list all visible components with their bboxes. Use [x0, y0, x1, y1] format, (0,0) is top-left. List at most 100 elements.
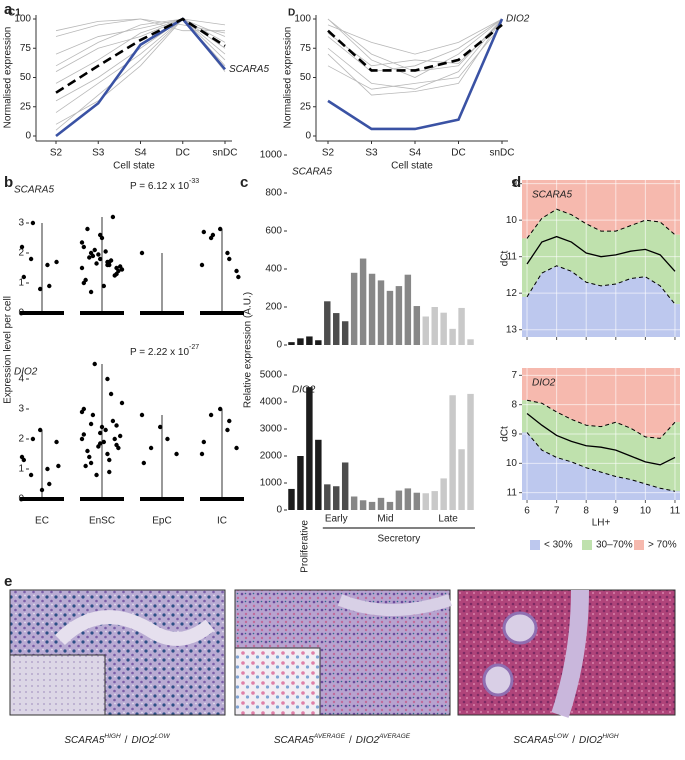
y-tick-label: 75: [300, 43, 312, 54]
panel-letter: e: [4, 573, 12, 590]
cell-point: [110, 214, 116, 220]
bar: [359, 500, 367, 510]
bar: [359, 258, 367, 345]
expression-level: LOW: [155, 733, 171, 740]
y-tick-label: 100: [294, 14, 311, 25]
x-axis-label: Cell state: [391, 161, 433, 172]
background-line: [55, 18, 226, 125]
x-tick-label: 6: [524, 506, 530, 517]
x-tick-label: DC: [176, 148, 190, 159]
cell-point: [88, 421, 94, 427]
series-label: DIO2: [506, 14, 530, 25]
bar: [431, 307, 438, 345]
image-inset: [234, 647, 321, 716]
bar: [467, 339, 474, 345]
cell-point: [90, 253, 96, 259]
cell-point: [139, 250, 145, 256]
image-caption: SCARA5LOW / DIO2HIGH: [513, 733, 619, 746]
bar: [297, 338, 304, 345]
cell-point: [45, 466, 50, 472]
cell-point: [47, 481, 52, 487]
cell-point: [234, 445, 239, 451]
cell-point: [97, 430, 103, 436]
background-line: [55, 18, 226, 55]
upper-line: [526, 399, 676, 439]
subplot-title: SCARA5: [14, 185, 54, 196]
cell-point: [119, 400, 125, 406]
x-tick-label: 7: [554, 506, 560, 517]
cell-point: [201, 439, 207, 445]
cell-point: [201, 229, 207, 235]
cell-point: [37, 286, 43, 292]
band-low: [522, 432, 680, 500]
bar: [306, 336, 313, 345]
cell-point: [141, 460, 147, 466]
cell-point: [112, 273, 117, 278]
cell-point: [107, 259, 112, 265]
bar: [341, 321, 349, 345]
lower-line: [526, 265, 676, 305]
cell-point: [56, 463, 61, 469]
x-tick-label: S4: [134, 148, 147, 159]
cell-point: [30, 220, 36, 226]
series-line: [55, 17, 226, 138]
bar: [458, 307, 465, 345]
y-tick-label: 3: [18, 218, 24, 229]
y-tick-label: 2: [18, 434, 24, 445]
y-tick-label: 1: [18, 278, 24, 289]
cell-point: [117, 433, 123, 439]
cell-point: [101, 283, 107, 289]
x-axis-label: Cell state: [113, 161, 155, 172]
x-axis-label: LH+: [592, 518, 611, 529]
x-tick-label: 9: [613, 506, 619, 517]
y-tick-label: 7: [511, 370, 517, 381]
y-axis-label: Relative expression (A.U.): [243, 292, 254, 408]
bar: [350, 272, 358, 345]
cell-point: [97, 232, 103, 238]
x-tick-label: EpC: [152, 516, 171, 527]
subplot-title: DIO2: [14, 367, 38, 378]
y-tick-label: 75: [20, 43, 32, 54]
series-label: SCARA5: [229, 64, 269, 75]
p-value-exponent: -27: [189, 344, 199, 351]
background-line: [55, 18, 226, 34]
cell-point: [21, 274, 27, 280]
bar: [333, 313, 340, 345]
cell-point: [81, 432, 87, 437]
legend-swatch: [530, 540, 540, 550]
cell-point: [174, 451, 179, 457]
cell-point: [199, 451, 205, 457]
expression-level: HIGH: [602, 733, 619, 740]
y-tick-label: 10: [506, 458, 518, 469]
y-tick-label: 600: [265, 226, 282, 237]
legend-swatch: [634, 540, 644, 550]
bar: [413, 492, 421, 510]
cell-point: [101, 439, 107, 445]
expression-level: AVERAGE: [313, 733, 346, 740]
bar: [288, 342, 295, 345]
cell-point: [28, 256, 34, 262]
x-tick-label: 11: [670, 506, 681, 517]
bar: [467, 393, 474, 510]
cell-point: [114, 265, 119, 271]
y-tick-label: 9: [511, 429, 517, 440]
background-line: [327, 18, 503, 90]
bar: [404, 274, 412, 345]
cell-point: [217, 406, 223, 412]
cell-point: [87, 454, 92, 460]
tissue-epithelium: [337, 594, 452, 616]
band-high: [522, 368, 680, 439]
cell-point: [139, 412, 145, 418]
cell-point: [227, 418, 232, 424]
background-line: [327, 18, 503, 73]
center-line: [526, 235, 676, 272]
x-tick-label: DC: [451, 148, 465, 159]
bar: [377, 280, 385, 345]
y-tick-label: 100: [14, 14, 31, 25]
bar: [440, 312, 447, 345]
bar: [324, 301, 331, 345]
bar: [422, 493, 429, 510]
bar: [386, 501, 394, 510]
cell-point: [54, 259, 59, 265]
y-tick-label: 2: [18, 248, 24, 259]
